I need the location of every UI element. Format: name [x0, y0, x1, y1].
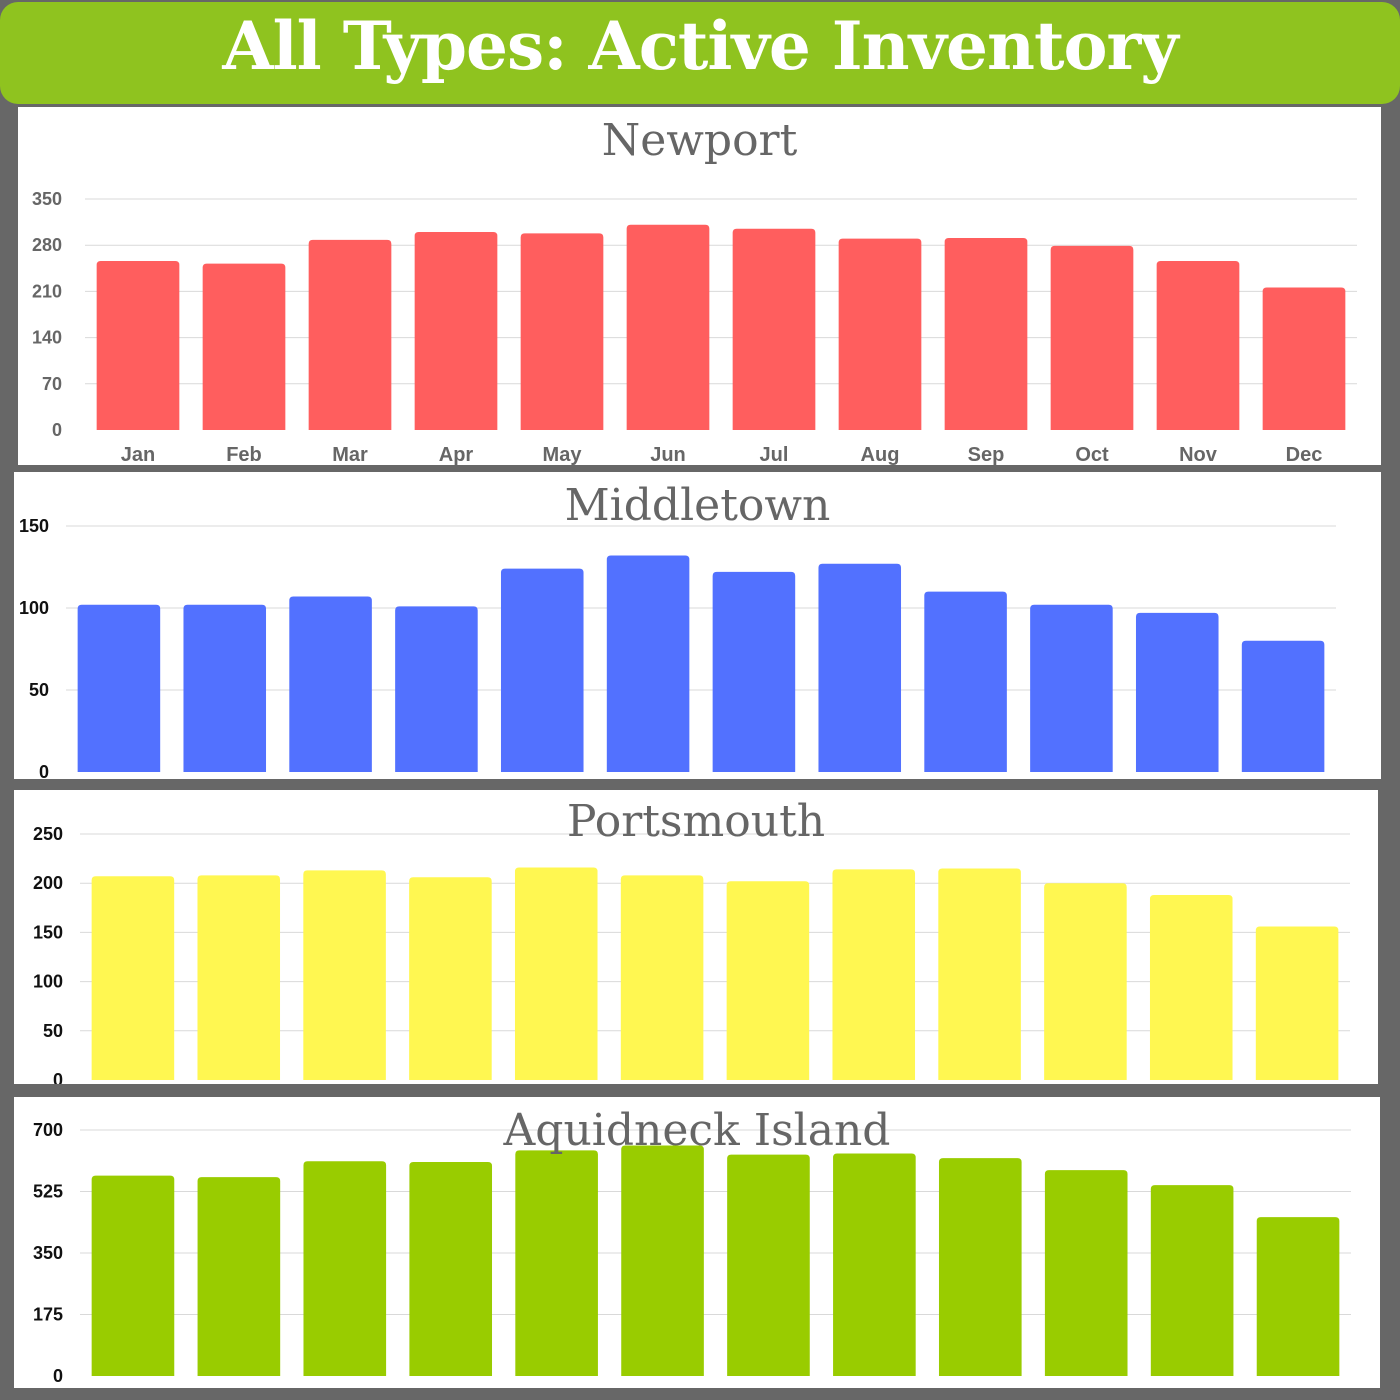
y-tick-label-portsmouth: 250: [33, 824, 63, 844]
y-tick-label-portsmouth: 100: [33, 972, 63, 992]
x-tick-label-newport: Jan: [121, 444, 155, 465]
bar-aquidneck-island-mar: [303, 1161, 387, 1376]
y-tick-label-portsmouth: 150: [33, 922, 63, 942]
page-title: All Types: Active Inventory: [222, 7, 1178, 85]
bar-portsmouth-jan: [91, 876, 175, 1080]
bar-portsmouth-jun: [620, 875, 704, 1080]
x-tick-label-newport: Nov: [1179, 444, 1218, 465]
y-tick-label-aquidneck-island: 525: [33, 1182, 63, 1202]
y-tick-label-middletown: 50: [29, 680, 49, 700]
y-tick-label-middletown: 100: [19, 598, 49, 618]
y-tick-label-aquidneck-island: 0: [53, 1366, 63, 1386]
chart-title-middletown: Middletown: [564, 480, 831, 531]
bar-aquidneck-island-dec: [1256, 1217, 1340, 1376]
chart-panel-middletown: 0 50 100 150 Middletown: [14, 472, 1381, 779]
bar-aquidneck-island-oct: [1044, 1170, 1128, 1376]
y-tick-label-middletown: 0: [39, 762, 49, 779]
bar-aquidneck-island-jun: [621, 1145, 704, 1376]
bar-aquidneck-island-jul: [727, 1154, 810, 1376]
bar-middletown-jun: [606, 555, 690, 772]
bar-aquidneck-island-apr: [409, 1161, 493, 1376]
bar-newport-jul: [732, 228, 816, 430]
y-tick-label-newport: 210: [32, 281, 62, 301]
bar-newport-sep: [944, 237, 1028, 430]
bar-portsmouth-jul: [726, 881, 810, 1080]
y-tick-label-newport: 70: [42, 374, 62, 394]
bar-middletown-jul: [712, 571, 796, 772]
bar-portsmouth-nov: [1149, 895, 1233, 1080]
bar-middletown-dec: [1241, 640, 1325, 772]
bar-aquidneck-island-sep: [938, 1158, 1022, 1376]
bar-middletown-oct: [1030, 604, 1113, 772]
chart-panel-newport: 0 70 140 210 280 350 Jan Feb Mar Apr May Jun Jul Aug S…: [18, 107, 1381, 465]
bar-newport-apr: [414, 232, 498, 430]
bar-aquidneck-island-jan: [91, 1175, 175, 1376]
bar-aquidneck-island-aug: [833, 1153, 916, 1376]
chart-title-newport: Newport: [601, 115, 798, 166]
chart-aquidneck-island: 0 175 350 525 700: [33, 1120, 1351, 1386]
bar-newport-nov: [1156, 261, 1240, 430]
bar-middletown-feb: [183, 604, 267, 772]
chart-panel-portsmouth: 0 50 100 150 200 250 Portsmouth: [14, 790, 1378, 1084]
chart-panel-aquidneck-island: 0 175 350 525 700 Aquidneck Island: [14, 1097, 1380, 1388]
bar-newport-oct: [1050, 245, 1134, 430]
chart-title-aquidneck-island: Aquidneck Island: [503, 1105, 891, 1156]
x-tick-label-newport: Jun: [650, 444, 686, 465]
bar-portsmouth-mar: [303, 870, 386, 1080]
bar-newport-aug: [838, 238, 922, 430]
bar-portsmouth-sep: [938, 868, 1021, 1080]
y-tick-label-portsmouth: 0: [53, 1070, 63, 1084]
chart-newport: 0 70 140 210 280 350 Jan Feb Mar Apr May Jun Jul Aug S…: [32, 189, 1357, 465]
chart-middletown: 0 50 100 150: [19, 516, 1336, 779]
bar-newport-may: [520, 233, 604, 430]
y-tick-label-newport: 280: [32, 235, 62, 255]
y-tick-label-aquidneck-island: 175: [33, 1305, 63, 1325]
bar-portsmouth-oct: [1044, 883, 1127, 1080]
y-tick-label-aquidneck-island: 700: [33, 1120, 63, 1140]
x-tick-label-newport: Oct: [1075, 444, 1109, 465]
y-tick-label-aquidneck-island: 350: [33, 1243, 63, 1263]
bar-aquidneck-island-may: [515, 1150, 598, 1376]
chart-title-portsmouth: Portsmouth: [566, 796, 826, 847]
x-tick-label-newport: Apr: [439, 444, 474, 465]
header-banner: All Types: Active Inventory: [0, 2, 1400, 104]
bar-newport-jan: [96, 261, 180, 430]
chart-portsmouth: 0 50 100 150 200 250: [33, 824, 1350, 1084]
bar-middletown-apr: [395, 606, 478, 772]
bar-portsmouth-aug: [832, 869, 916, 1080]
y-tick-label-portsmouth: 50: [43, 1021, 63, 1041]
x-tick-label-newport: Dec: [1286, 444, 1323, 465]
bar-portsmouth-apr: [409, 877, 492, 1080]
bar-aquidneck-island-nov: [1150, 1185, 1234, 1376]
bar-middletown-sep: [924, 591, 1007, 772]
x-tick-label-newport: Feb: [226, 444, 262, 465]
bar-portsmouth-feb: [197, 875, 281, 1080]
y-tick-label-newport: 0: [52, 420, 62, 440]
bar-newport-dec: [1262, 287, 1346, 430]
x-tick-label-newport: Aug: [861, 444, 900, 465]
bar-portsmouth-may: [514, 867, 598, 1080]
x-tick-label-newport: Mar: [332, 444, 368, 465]
bar-aquidneck-island-feb: [197, 1177, 281, 1376]
bar-newport-feb: [202, 263, 286, 430]
bar-middletown-may: [500, 568, 584, 772]
bar-middletown-aug: [818, 563, 902, 772]
x-tick-label-newport: Sep: [968, 444, 1005, 465]
bar-middletown-mar: [289, 596, 372, 772]
bar-newport-jun: [626, 224, 710, 430]
bar-middletown-nov: [1135, 612, 1219, 772]
y-tick-label-portsmouth: 200: [33, 873, 63, 893]
bar-portsmouth-dec: [1255, 926, 1339, 1080]
y-tick-label-newport: 140: [32, 328, 62, 348]
y-tick-label-newport: 350: [32, 189, 62, 209]
bar-middletown-jan: [77, 604, 161, 772]
x-tick-label-newport: May: [543, 444, 583, 465]
bar-newport-mar: [308, 239, 392, 430]
y-tick-label-middletown: 150: [19, 516, 49, 536]
x-tick-label-newport: Jul: [760, 444, 789, 465]
